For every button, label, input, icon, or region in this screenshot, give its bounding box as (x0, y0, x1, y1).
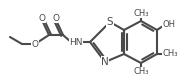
Text: CH₃: CH₃ (162, 49, 178, 59)
Text: CH₃: CH₃ (133, 8, 149, 18)
Text: N: N (101, 57, 109, 67)
Text: HN: HN (69, 38, 83, 46)
Text: O: O (31, 40, 39, 48)
Text: OH: OH (163, 20, 176, 28)
Text: CH₃: CH₃ (133, 67, 149, 77)
Text: S: S (107, 17, 113, 27)
Text: O: O (53, 14, 59, 22)
Text: O: O (39, 14, 45, 22)
